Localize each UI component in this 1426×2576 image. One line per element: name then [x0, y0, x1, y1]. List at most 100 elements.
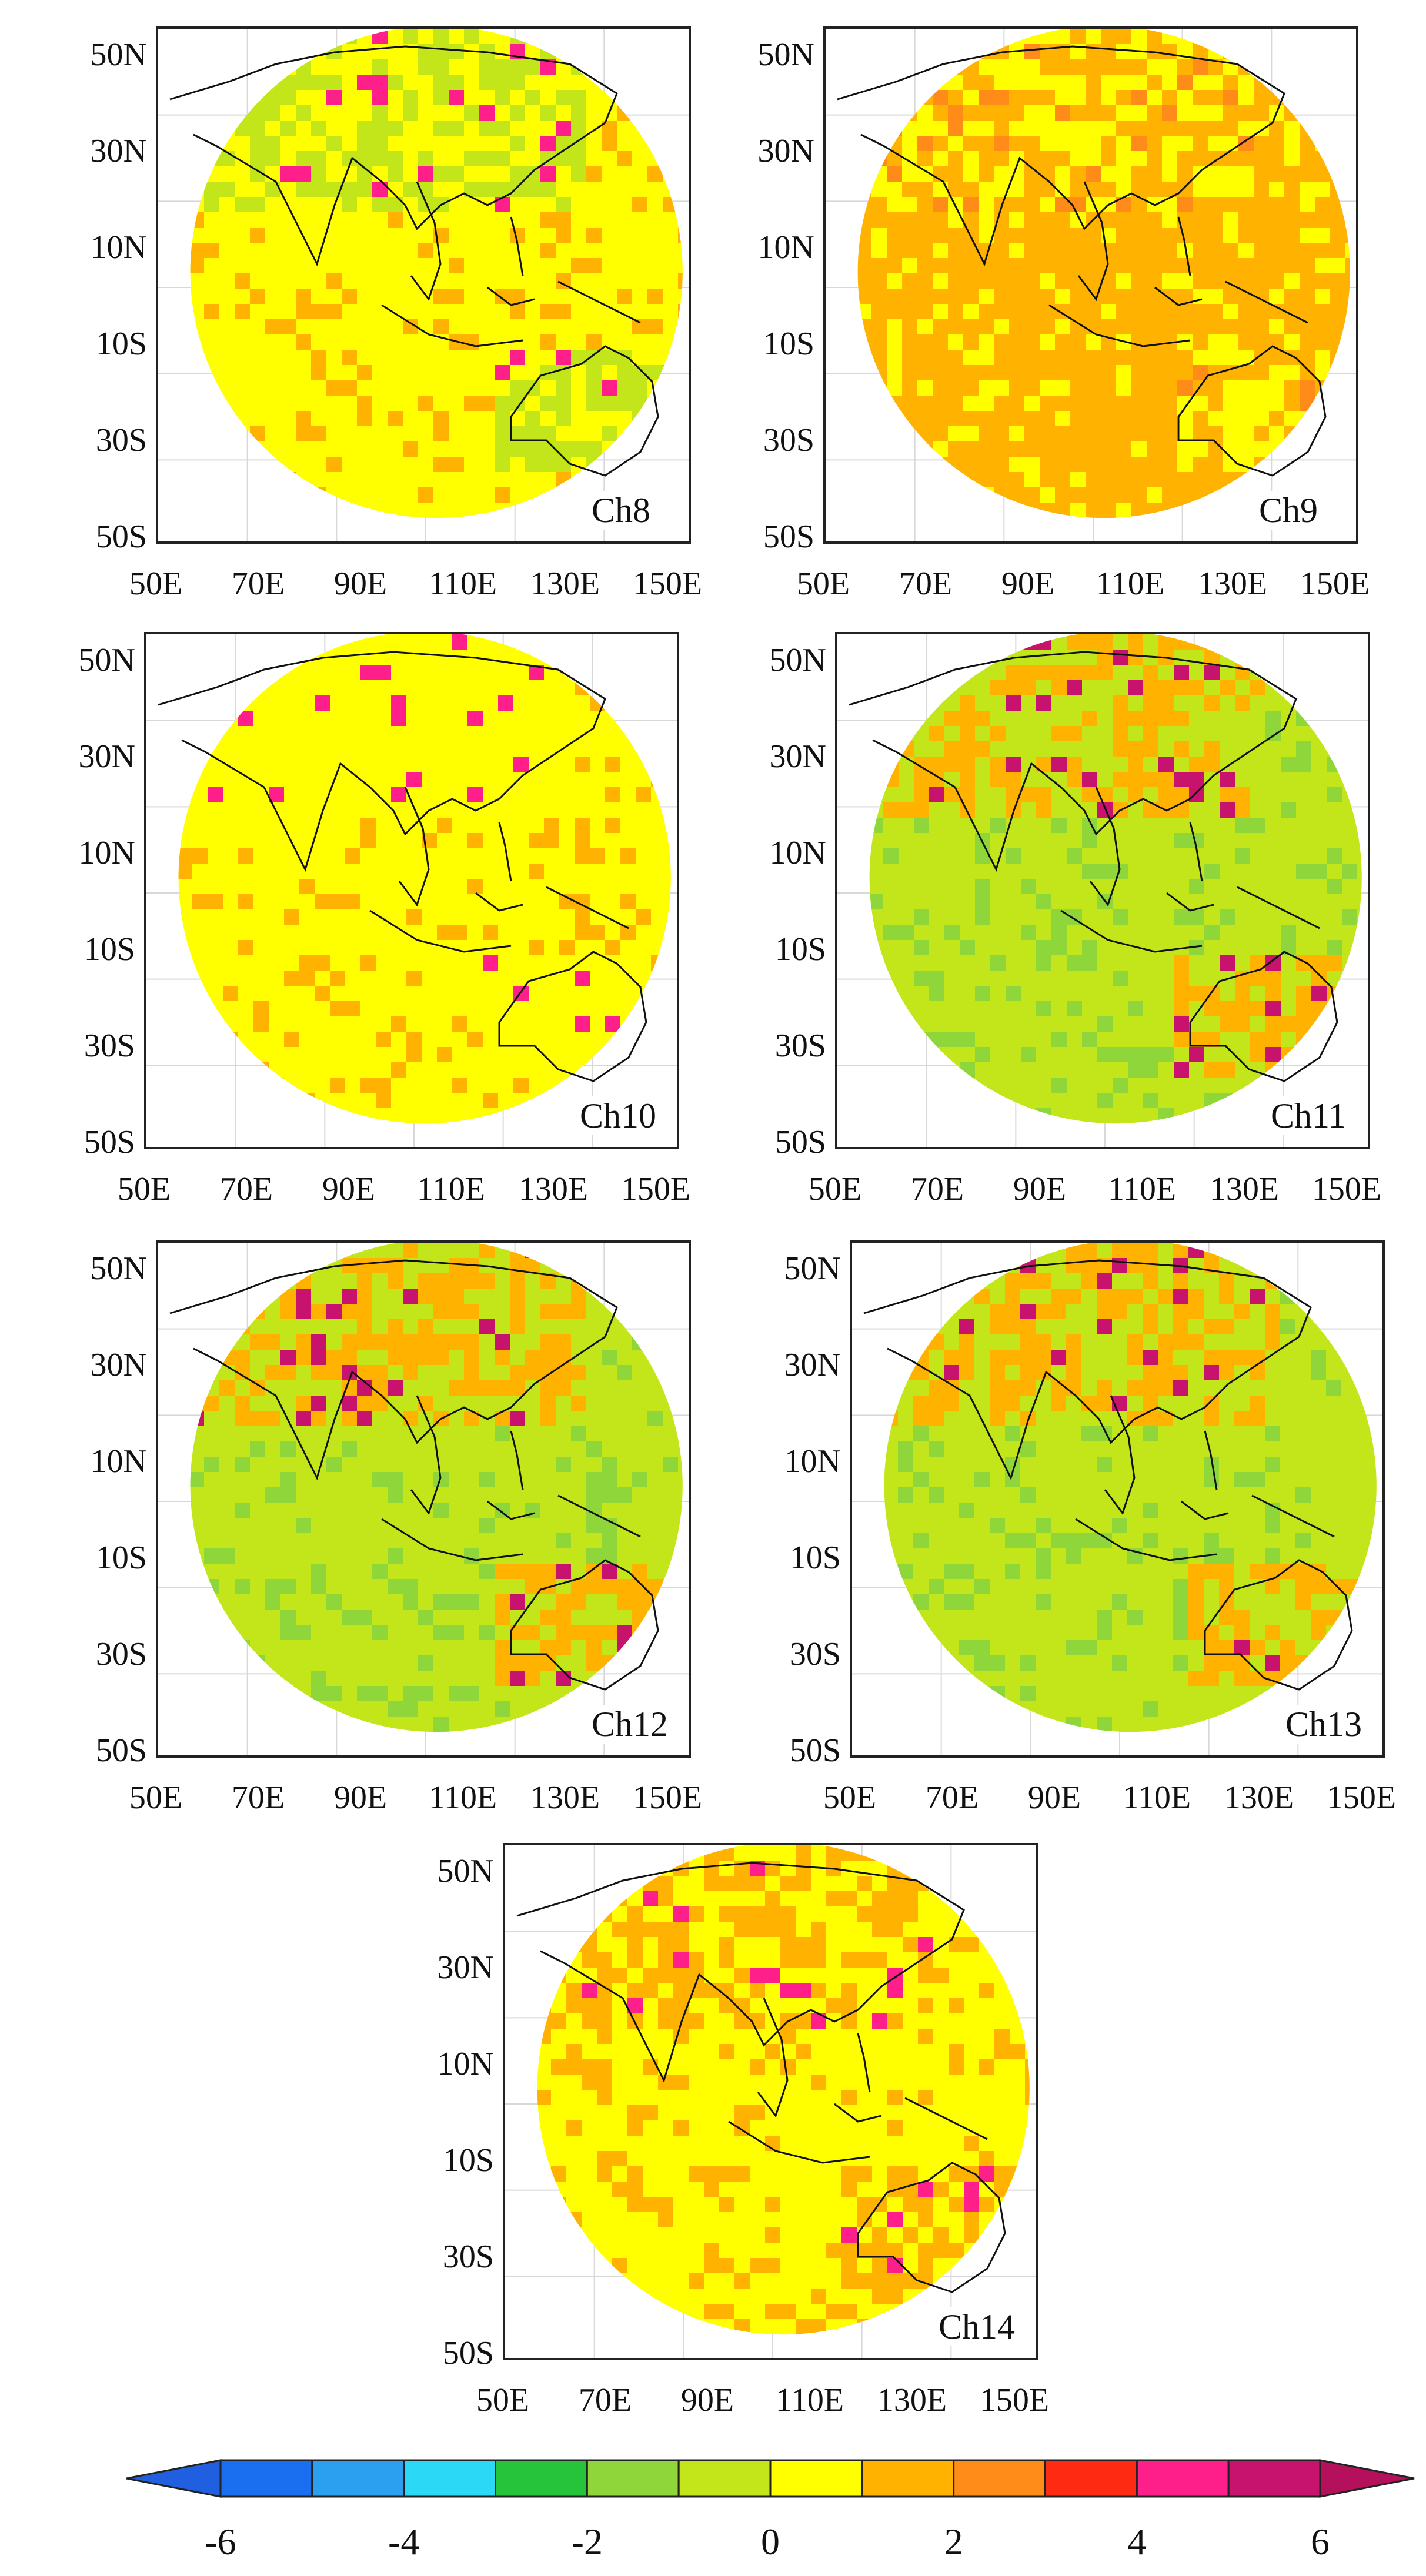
bias-cell: [1162, 105, 1177, 121]
x-tick-label: 110E: [1096, 566, 1165, 602]
bias-cell: [1235, 787, 1250, 802]
bias-cell: [525, 426, 540, 441]
bias-cell: [1158, 787, 1174, 802]
bias-cell: [284, 1032, 299, 1047]
bias-cell: [1269, 182, 1284, 197]
bias-cell: [571, 90, 586, 105]
bias-cell: [311, 426, 326, 441]
bias-cell: [602, 426, 617, 441]
bias-cell: [342, 350, 357, 365]
bias-cell: [1067, 634, 1082, 650]
bias-cell: [887, 166, 902, 182]
bias-cell: [406, 1032, 422, 1047]
bias-cell: [1086, 29, 1101, 44]
bias-cell: [1082, 665, 1097, 680]
bias-cell: [311, 151, 326, 166]
bias-cell: [464, 334, 479, 350]
bias-cell: [617, 365, 632, 380]
coastline-path: [1077, 181, 1109, 302]
bias-cell: [1189, 772, 1204, 787]
bias-cell: [647, 289, 663, 304]
bias-cell: [1070, 121, 1086, 136]
bias-cell: [590, 986, 605, 1001]
panel-label: Ch8: [588, 491, 654, 530]
bias-cell: [265, 136, 280, 151]
bias-cell: [1021, 879, 1036, 894]
bias-cell: [1082, 634, 1097, 650]
bias-cell: [1235, 986, 1250, 1001]
bias-cell: [1204, 695, 1220, 711]
bias-cell: [1006, 848, 1021, 864]
bias-cell: [1097, 864, 1113, 879]
bias-cell: [1055, 90, 1070, 105]
bias-cell: [1162, 151, 1177, 166]
x-tick-label: 130E: [1197, 566, 1268, 602]
bias-cell: [556, 304, 571, 319]
bias-cell: [284, 772, 299, 787]
x-tick-label: 130E: [518, 1171, 589, 1207]
bias-cell: [1235, 818, 1250, 833]
bias-cell: [990, 818, 1006, 833]
bias-cell: [376, 1078, 391, 1093]
bias-cell: [1174, 680, 1189, 695]
bias-cell: [238, 940, 253, 955]
coastline-path: [837, 45, 1285, 267]
bias-cell: [1036, 894, 1051, 909]
bias-cell: [1189, 757, 1204, 772]
bias-cell: [1009, 182, 1024, 197]
colorbar-tick-label: -2: [571, 2521, 603, 2562]
bias-cell: [1128, 1001, 1143, 1016]
bias-cell: [376, 1032, 391, 1047]
bias-cell: [223, 802, 238, 818]
bias-cell: [1223, 380, 1238, 396]
bias-cell: [979, 396, 994, 411]
bias-cell: [899, 925, 914, 940]
bias-cell: [1235, 802, 1250, 818]
bias-cell: [602, 136, 617, 151]
bias-cell: [464, 105, 479, 121]
bias-cell: [498, 802, 513, 818]
bias-cell: [540, 182, 556, 197]
bias-cell: [437, 650, 452, 665]
bias-cell: [1296, 986, 1311, 1001]
bias-cell: [1116, 105, 1131, 121]
bias-cell: [1238, 121, 1254, 136]
bias-cell: [1311, 864, 1327, 879]
bias-cell: [1238, 243, 1254, 258]
bias-cell: [960, 726, 975, 741]
bias-cell: [1055, 29, 1070, 44]
bias-cell: [403, 105, 418, 121]
x-tick-label: 90E: [333, 566, 388, 602]
bias-cell: [467, 879, 483, 894]
bias-cell: [1021, 787, 1036, 802]
bias-cell: [960, 695, 975, 711]
bias-cell: [1051, 757, 1067, 772]
bias-cell: [357, 136, 372, 151]
bias-cell: [960, 711, 975, 726]
bias-cell: [620, 986, 636, 1001]
bias-cell: [510, 182, 525, 197]
bias-cell: [1238, 380, 1254, 396]
bias-cell: [1281, 757, 1296, 772]
bias-cell: [933, 197, 948, 212]
bias-cell: [1006, 695, 1021, 711]
bias-cell: [178, 864, 192, 879]
bias-cell: [498, 741, 513, 757]
bias-cell: [1177, 105, 1193, 121]
bias-cell: [299, 955, 315, 971]
bias-cell: [418, 166, 433, 182]
bias-cell: [315, 955, 330, 971]
bias-cell: [483, 665, 498, 680]
bias-cell: [479, 121, 495, 136]
bias-cell: [559, 1001, 575, 1016]
bias-cell: [495, 457, 510, 472]
bias-cell: [914, 909, 929, 925]
bias-cell: [253, 1016, 269, 1032]
bias-cell: [933, 121, 948, 136]
bias-cell: [620, 955, 636, 971]
y-tick-label: 50N: [90, 36, 147, 73]
bias-cell: [1143, 772, 1158, 787]
bias-cell: [311, 166, 326, 182]
bias-cell: [605, 955, 620, 971]
bias-cell: [1174, 665, 1189, 680]
